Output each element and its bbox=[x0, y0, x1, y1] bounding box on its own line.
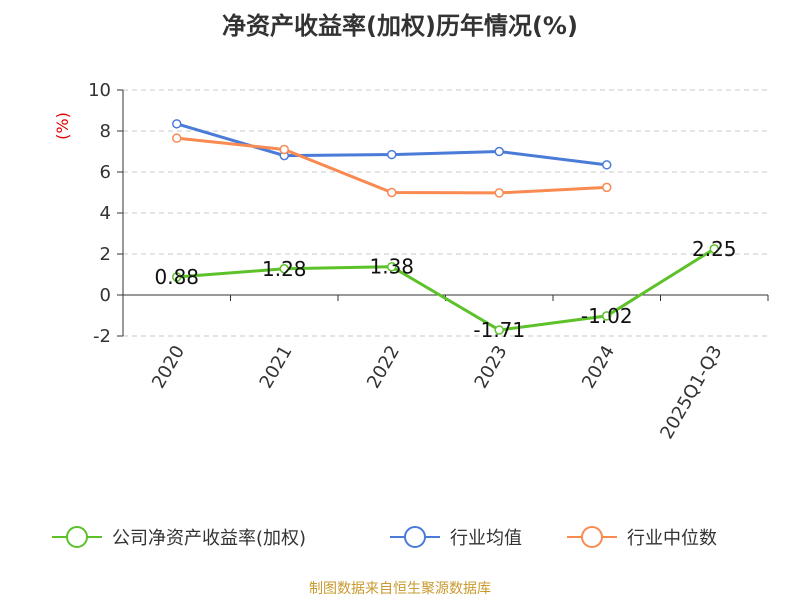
data-point bbox=[172, 119, 182, 129]
legend-marker bbox=[581, 526, 603, 548]
y-tick-label: 6 bbox=[100, 162, 111, 183]
y-axis-unit-label: (%) bbox=[53, 112, 72, 140]
data-label: 2.25 bbox=[692, 237, 737, 261]
data-point bbox=[602, 160, 612, 170]
data-point bbox=[387, 187, 397, 198]
x-tick-label: 2021 bbox=[255, 342, 296, 392]
data-label: 1.28 bbox=[262, 257, 307, 281]
y-tick-label: 10 bbox=[88, 80, 111, 101]
series-line bbox=[176, 136, 607, 195]
data-point bbox=[709, 244, 719, 254]
data-source-note: 制图数据来自恒生聚源数据库 bbox=[309, 581, 491, 597]
data-point bbox=[172, 272, 182, 282]
x-tick-label: 2025Q1-Q3 bbox=[656, 342, 726, 443]
legend-label: 行业中位数 bbox=[627, 528, 717, 549]
legend-marker bbox=[66, 526, 88, 548]
series-line bbox=[176, 247, 716, 332]
y-tick-label: 0 bbox=[100, 285, 111, 306]
legend-label: 公司净资产收益率(加权) bbox=[112, 528, 306, 549]
y-tick-label: -2 bbox=[93, 326, 111, 347]
data-point bbox=[494, 188, 504, 198]
data-point bbox=[602, 182, 612, 193]
legend-label: 行业均值 bbox=[450, 528, 522, 549]
data-point bbox=[494, 325, 504, 335]
data-point bbox=[387, 261, 397, 272]
data-label: 1.38 bbox=[369, 255, 414, 279]
x-tick-label: 2020 bbox=[148, 342, 189, 392]
x-tick-label: 2023 bbox=[470, 342, 511, 392]
data-point bbox=[387, 149, 397, 160]
data-label: -1.71 bbox=[473, 318, 525, 342]
data-point bbox=[172, 133, 182, 143]
legend-marker bbox=[404, 526, 426, 548]
x-tick-label: 2024 bbox=[578, 342, 619, 392]
data-point bbox=[279, 264, 289, 274]
x-tick-label: 2022 bbox=[363, 342, 404, 392]
data-point bbox=[494, 146, 504, 157]
y-tick-label: 8 bbox=[100, 121, 111, 142]
data-label: -1.02 bbox=[581, 304, 633, 328]
data-label: 0.88 bbox=[154, 265, 199, 289]
y-tick-label: 2 bbox=[100, 244, 111, 265]
chart-title: 净资产收益率(加权)历年情况(%) bbox=[222, 12, 578, 40]
y-tick-label: 4 bbox=[100, 203, 111, 224]
data-point bbox=[602, 311, 612, 321]
data-point bbox=[279, 144, 289, 155]
